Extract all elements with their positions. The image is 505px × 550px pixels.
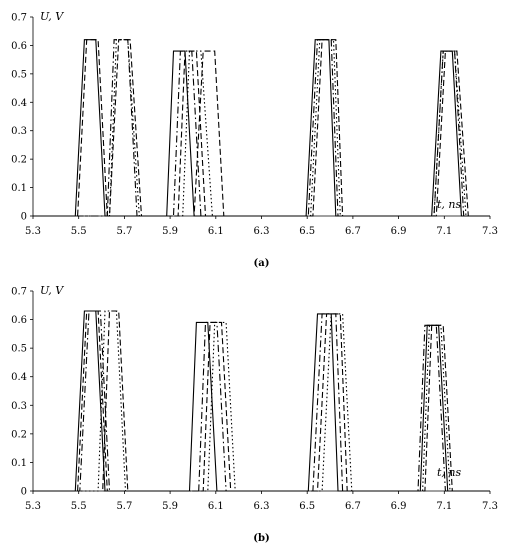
y-tick-label: 0 bbox=[21, 487, 27, 498]
x-tick-label: 6.1 bbox=[208, 501, 224, 512]
y-tick-label: 0.6 bbox=[11, 41, 27, 52]
y-tick-label: 0.4 bbox=[11, 372, 27, 383]
y-tick-label: 0.5 bbox=[11, 69, 27, 80]
x-tick-label: 7.1 bbox=[436, 501, 452, 512]
x-axis-label: t, ns bbox=[437, 198, 461, 211]
x-tick-label: 7.3 bbox=[482, 501, 498, 512]
y-tick-label: 0.7 bbox=[11, 287, 27, 298]
x-tick-label: 6.7 bbox=[345, 226, 361, 237]
y-tick-label: 0.6 bbox=[11, 315, 27, 326]
y-tick-label: 0 bbox=[21, 212, 27, 223]
y-tick-label: 0.2 bbox=[11, 429, 27, 440]
x-tick-label: 5.5 bbox=[71, 226, 87, 237]
x-tick-label: 5.7 bbox=[116, 501, 132, 512]
x-tick-label: 5.9 bbox=[162, 501, 178, 512]
y-tick-label: 0.4 bbox=[11, 98, 27, 109]
y-tick-label: 0.5 bbox=[11, 344, 27, 355]
panel-1: 0 0.1 0.2 0.3 0.4 0.5 0.6 0.7 5.3 5.5 5.7 5.9 6.1 6.3… bbox=[11, 284, 498, 544]
panel-0: 0 0.1 0.2 0.3 0.4 0.5 0.6 0.7 5.3 5.5 5.7 5.9 6.1 6.3… bbox=[11, 10, 498, 269]
series-line-dashed bbox=[33, 39, 490, 217]
panel-caption: (b) bbox=[253, 533, 269, 544]
x-tick-label: 6.7 bbox=[345, 501, 361, 512]
y-axis-label: U, V bbox=[40, 284, 64, 297]
y-tick-label: 0.3 bbox=[11, 126, 27, 137]
series-line-dashdot bbox=[33, 39, 490, 217]
y-tick-label: 0.3 bbox=[11, 401, 27, 412]
series-line-solid bbox=[33, 39, 490, 217]
x-tick-label: 6.1 bbox=[208, 226, 224, 237]
x-tick-label: 7.3 bbox=[482, 226, 498, 237]
x-tick-label: 6.3 bbox=[254, 501, 270, 512]
x-tick-label: 7.1 bbox=[436, 226, 452, 237]
series-line-dashdot bbox=[33, 310, 490, 492]
y-axis-label: U, V bbox=[40, 10, 64, 23]
y-tick-label: 0.2 bbox=[11, 155, 27, 166]
x-tick-label: 6.5 bbox=[299, 226, 315, 237]
y-tick-label: 0.7 bbox=[11, 13, 27, 24]
x-tick-label: 6.9 bbox=[391, 501, 407, 512]
series-line-dotted bbox=[33, 39, 490, 217]
panel-caption: (a) bbox=[254, 258, 270, 269]
x-tick-label: 6.3 bbox=[254, 226, 270, 237]
x-tick-label: 5.3 bbox=[25, 226, 41, 237]
y-tick-label: 0.1 bbox=[11, 183, 27, 194]
y-tick-label: 0.1 bbox=[11, 458, 27, 469]
x-tick-label: 5.7 bbox=[116, 226, 132, 237]
x-tick-label: 5.9 bbox=[162, 226, 178, 237]
x-tick-label: 6.5 bbox=[299, 501, 315, 512]
x-tick-label: 5.3 bbox=[25, 501, 41, 512]
x-tick-label: 5.5 bbox=[71, 501, 87, 512]
x-tick-label: 6.9 bbox=[391, 226, 407, 237]
